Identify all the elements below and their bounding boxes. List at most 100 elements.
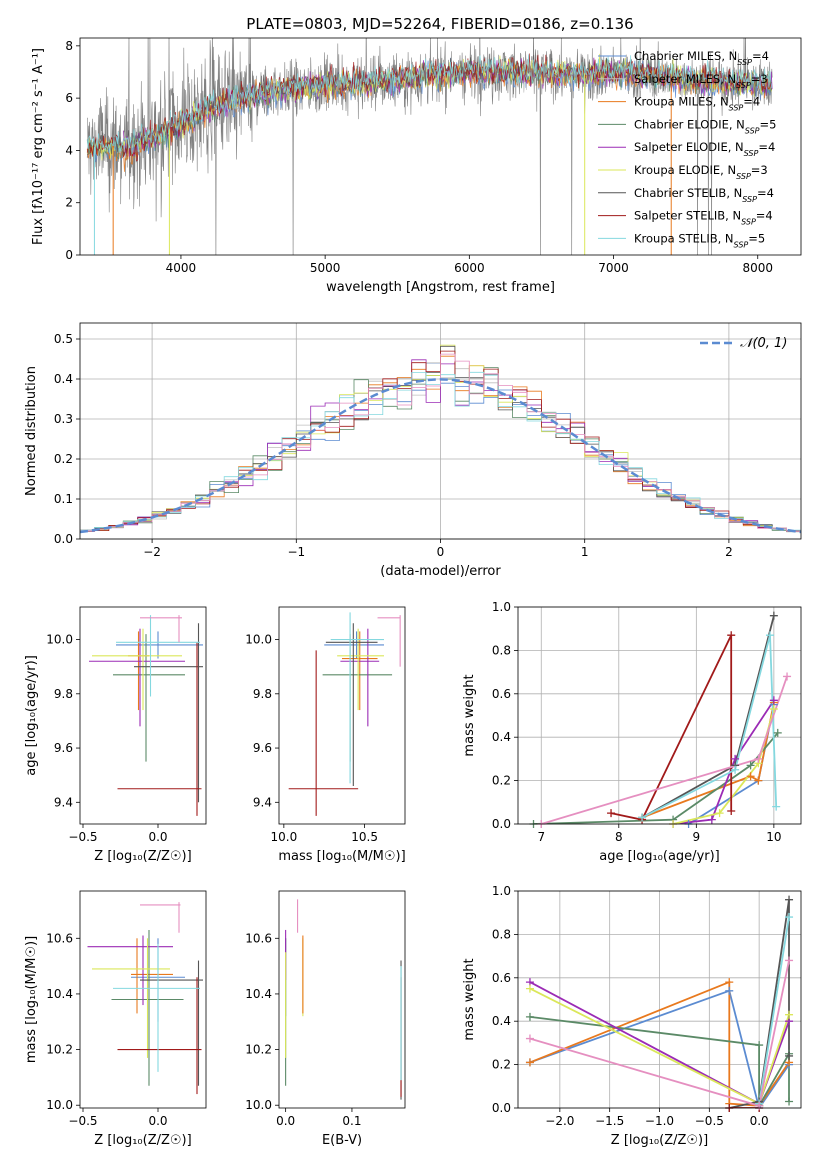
y-tick-label: 10.4 (245, 987, 272, 1001)
weight-marker (769, 696, 778, 705)
y-tick-label: 0.2 (54, 452, 73, 466)
plot-area (87, 902, 203, 1095)
axes-weight-vs-age: 7 8 9 10 0.0 0.2 0.4 0.6 0.8 1.0 age [log₁₀(age/yr… (462, 600, 802, 864)
plot-area (288, 612, 401, 816)
y-tick-label: 0 (65, 248, 73, 262)
y-tick-label: 1.0 (492, 600, 511, 614)
weight-marker (525, 1012, 534, 1021)
y-tick-label: 0.5 (54, 332, 73, 346)
weight-marker (755, 1101, 764, 1110)
plot-area (80, 344, 801, 534)
axes-weight-vs-Z: −2.0 −1.5 −1.0 −0.5 0.0 0.0 0.2 0.4 0.6 0.8 1.0 Z [… (462, 884, 802, 1148)
weight-marker (765, 631, 774, 640)
x-axis-label: E(B-V) (322, 1133, 362, 1148)
x-tick-label: 6000 (454, 261, 485, 275)
weight-marker (785, 1097, 794, 1106)
normal-curve (80, 378, 801, 534)
y-axis-label: mass [log₁₀(M/M☉)] (24, 936, 39, 1063)
x-tick-label: −0.5 (68, 1114, 97, 1128)
x-tick-label: 8000 (742, 261, 773, 275)
x-tick-label: 0.0 (750, 1114, 769, 1128)
model-spectrum-kroupa-stelib (86, 54, 772, 155)
x-tick-label: −0.5 (695, 1114, 724, 1128)
x-tick-label: −1 (287, 545, 305, 559)
x-tick-label: 0.0 (276, 1114, 295, 1128)
y-tick-label: 2 (65, 196, 73, 210)
legend: Chabrier MILES, NSSP=4 Salpeter MILES, NS… (598, 49, 776, 249)
y-tick-label: 0.4 (492, 730, 511, 744)
legend-entry: Chabrier STELIB, NSSP=4 (634, 186, 774, 204)
axes-mass-vs-EBV: 0.0 0.1 10.0 10.2 10.4 10.6 E(B-V) (245, 890, 406, 1148)
x-tick-label: 0.0 (148, 830, 167, 844)
legend-entry: Chabrier MILES, NSSP=4 (634, 49, 769, 67)
weight-marker (707, 815, 716, 824)
x-axis-label: (data-model)/error (380, 564, 501, 579)
y-tick-label: 8 (65, 39, 73, 53)
weight-marker (755, 1041, 764, 1050)
x-axis-label: Z [log₁₀(Z/Z☉)] (611, 1133, 708, 1148)
weight-marker (754, 754, 763, 763)
weight-marker (785, 1051, 794, 1060)
plot-layer: 4000 5000 6000 7000 8000 0 2 4 6 8 wavelength [Ang… (24, 37, 802, 1148)
x-tick-label: 7 (537, 830, 545, 844)
axes-frame (79, 37, 802, 256)
y-tick-label: 10.0 (245, 1098, 272, 1112)
y-tick-label: 0.0 (54, 532, 73, 546)
weight-line (641, 702, 775, 819)
residual-histogram (80, 353, 801, 532)
y-tick-label: 1.0 (492, 884, 511, 898)
y-axis-label: age [log₁₀(age/yr)] (24, 655, 39, 776)
x-axis-label: mass [log₁₀(M/M☉)] (278, 849, 405, 864)
weight-marker (746, 772, 755, 781)
y-tick-label: 10.6 (46, 931, 73, 945)
x-tick-label: 8 (615, 830, 623, 844)
y-tick-label: 0.2 (492, 774, 511, 788)
legend-entry: Salpeter MILES, NSSP=3 (634, 72, 768, 90)
y-tick-label: 10.4 (46, 987, 73, 1001)
weight-marker (725, 986, 734, 995)
legend-entry: Salpeter ELODIE, NSSP=4 (634, 140, 775, 158)
weight-marker (727, 806, 736, 815)
weight-line (673, 699, 775, 824)
x-tick-label: −1.0 (645, 1114, 674, 1128)
y-tick-label: 10.0 (46, 633, 73, 647)
y-tick-label: 0.6 (492, 971, 511, 985)
weight-marker (785, 895, 794, 904)
x-tick-label: 2 (725, 545, 733, 559)
weight-marker (783, 672, 792, 681)
weight-marker (785, 956, 794, 965)
axes-frame (517, 890, 802, 1109)
x-axis-label: Z [log₁₀(Z/Z☉)] (94, 849, 191, 864)
axes-spectrum: 4000 5000 6000 7000 8000 0 2 4 6 8 wavelength [Ang… (31, 37, 802, 295)
plot-area (285, 899, 402, 1100)
weight-marker (525, 1034, 534, 1043)
y-tick-label: 10.0 (245, 633, 272, 647)
y-tick-label: 9.4 (253, 795, 272, 809)
y-tick-label: 0.1 (54, 492, 73, 506)
weight-marker (731, 765, 740, 774)
weight-line (610, 634, 733, 821)
y-tick-label: 9.4 (54, 795, 73, 809)
y-tick-label: 0.6 (492, 687, 511, 701)
y-tick-label: 9.8 (54, 687, 73, 701)
weight-line (729, 899, 790, 1108)
y-tick-label: 10.6 (245, 931, 272, 945)
axes-frame (79, 606, 207, 825)
y-tick-label: 0.3 (54, 412, 73, 426)
axes-frame (517, 606, 802, 825)
x-tick-label: 5000 (310, 261, 341, 275)
y-axis-label: mass weight (462, 674, 477, 756)
plot-area (533, 615, 788, 824)
weight-marker (725, 978, 734, 987)
y-tick-label: 10.2 (245, 1043, 272, 1057)
weight-marker (773, 728, 782, 737)
weight-marker (785, 1010, 794, 1019)
y-tick-label: 10.0 (46, 1098, 73, 1112)
axes-mass-vs-Z: −0.5 0.0 10.0 10.2 10.4 10.6 Z [log₁₀(Z/Z☉)] ma… (24, 890, 207, 1148)
y-tick-label: 9.6 (253, 741, 272, 755)
weight-marker (727, 631, 736, 640)
y-tick-label: 6 (65, 91, 73, 105)
weight-marker (525, 1058, 534, 1067)
plot-area (86, 38, 773, 255)
